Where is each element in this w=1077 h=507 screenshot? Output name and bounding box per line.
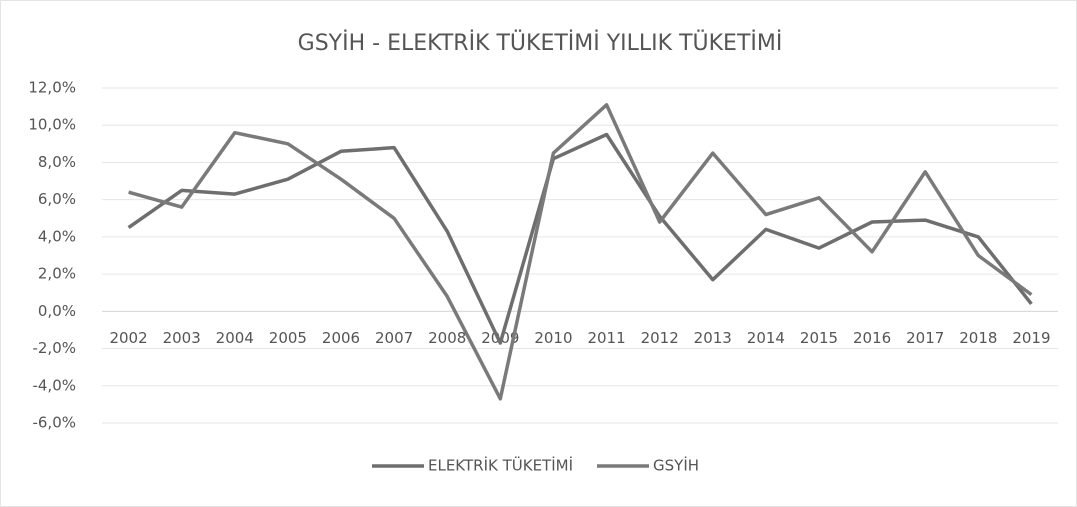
series-line (127, 132, 1033, 345)
x-tick-label: 2019 (1012, 329, 1050, 347)
y-tick-label: 6,0% (38, 190, 76, 208)
x-tick-label: 2017 (906, 329, 944, 347)
y-tick-label: -2,0% (32, 339, 76, 357)
x-tick-label: 2008 (428, 329, 466, 347)
x-tick-label: 2018 (959, 329, 997, 347)
x-tick-label: 2010 (534, 329, 572, 347)
x-tick-label: 2016 (853, 329, 891, 347)
x-tick-label: 2013 (694, 329, 732, 347)
y-tick-label: 12,0% (28, 79, 76, 97)
y-tick-label: -4,0% (32, 376, 76, 394)
x-tick-label: 2015 (800, 329, 838, 347)
chart-title: GSYİH - ELEKTRİK TÜKETİMİ YILLIK TÜKETİM… (298, 30, 783, 56)
y-tick-label: 0,0% (38, 302, 76, 320)
x-tick-label: 2004 (216, 329, 254, 347)
x-tick-label: 2012 (641, 329, 679, 347)
x-tick-label: 2006 (322, 329, 360, 347)
x-tick-label: 2003 (163, 329, 201, 347)
y-tick-label: -6,0% (32, 414, 76, 432)
x-tick-label: 2002 (109, 329, 147, 347)
x-tick-label: 2011 (587, 329, 625, 347)
y-tick-label: 8,0% (38, 153, 76, 171)
x-tick-label: 2005 (269, 329, 307, 347)
y-tick-label: 4,0% (38, 227, 76, 245)
x-tick-label: 2007 (375, 329, 413, 347)
y-tick-label: 10,0% (28, 116, 76, 134)
x-tick-label: 2014 (747, 329, 785, 347)
legend-label: ELEKTRİK TÜKETİMİ (428, 456, 573, 475)
series-line (128, 103, 1033, 401)
y-tick-label: 2,0% (38, 265, 76, 283)
legend-label: GSYİH (653, 456, 699, 475)
